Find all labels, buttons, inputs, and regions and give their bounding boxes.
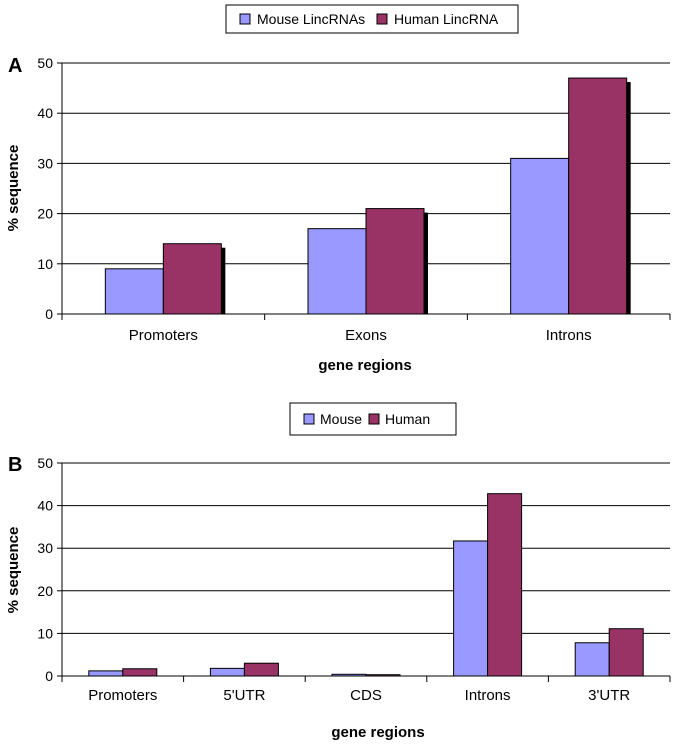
bar-human-3utr bbox=[608, 628, 644, 677]
x-axis-title: gene regions bbox=[331, 724, 424, 741]
y-tick-label: 10 bbox=[37, 625, 53, 641]
category-label: 5'UTR bbox=[223, 687, 265, 704]
chart-panel-a: A 0 10 20 30 40 50 Promoters Exons Introns gene re… bbox=[5, 4, 671, 374]
y-tick-label: 0 bbox=[45, 306, 53, 322]
bar-mouse-exons bbox=[307, 228, 367, 315]
legend: Mouse Human bbox=[289, 402, 457, 436]
y-tick-label: 0 bbox=[45, 668, 53, 684]
legend-swatch bbox=[303, 413, 315, 425]
legend-swatch bbox=[376, 13, 388, 25]
legend-label: Mouse bbox=[320, 411, 362, 427]
legend-label: Human LincRNA bbox=[394, 11, 499, 27]
category-label: Promoters bbox=[129, 327, 198, 344]
bar-human-promoters bbox=[122, 668, 158, 677]
bar-human-introns bbox=[487, 493, 523, 677]
bar-human-introns bbox=[568, 77, 628, 315]
y-tick-label: 10 bbox=[37, 256, 53, 272]
panel-label: A bbox=[8, 55, 22, 77]
bar-mouse-introns bbox=[453, 540, 489, 677]
y-tick-label: 20 bbox=[37, 206, 53, 222]
chart-panel-b: B 0 10 20 30 40 50 Promoters 5'UTR CDS Introns 3'UT… bbox=[5, 402, 671, 741]
legend-label: Mouse LincRNAs bbox=[257, 11, 365, 27]
category-label: Introns bbox=[546, 327, 592, 344]
y-tick-label: 30 bbox=[37, 155, 53, 171]
legend-label: Human bbox=[385, 411, 430, 427]
y-tick-label: 40 bbox=[37, 498, 53, 514]
y-tick-label: 50 bbox=[37, 455, 53, 471]
bar-human-5utr bbox=[243, 662, 279, 677]
bar-mouse-promoters bbox=[104, 268, 164, 315]
y-axis-title: % sequence bbox=[5, 145, 22, 232]
bar-mouse-promoters bbox=[88, 670, 124, 677]
bar-human-exons bbox=[365, 208, 425, 315]
legend: Mouse LincRNAs Human LincRNA bbox=[225, 4, 519, 34]
y-tick-label: 50 bbox=[37, 55, 53, 71]
y-tick-label: 20 bbox=[37, 583, 53, 599]
panel-label: B bbox=[8, 454, 22, 476]
bar-human-promoters bbox=[162, 243, 222, 315]
x-axis-title: gene regions bbox=[318, 357, 411, 374]
bar-mouse-5utr bbox=[209, 667, 245, 677]
category-label: Exons bbox=[345, 327, 387, 344]
bar-mouse-cds bbox=[331, 673, 367, 677]
y-axis-title: % sequence bbox=[5, 527, 22, 614]
legend-swatch bbox=[368, 413, 380, 425]
category-label: Promoters bbox=[88, 687, 157, 704]
category-label: CDS bbox=[350, 687, 382, 704]
bar-mouse-3utr bbox=[574, 642, 610, 677]
bar-human-cds bbox=[365, 674, 401, 677]
y-tick-label: 40 bbox=[37, 105, 53, 121]
bar-mouse-introns bbox=[510, 157, 570, 315]
legend-swatch bbox=[239, 13, 251, 25]
y-tick-label: 30 bbox=[37, 540, 53, 556]
category-label: 3'UTR bbox=[588, 687, 630, 704]
legend-box bbox=[225, 4, 519, 34]
category-label: Introns bbox=[465, 687, 511, 704]
